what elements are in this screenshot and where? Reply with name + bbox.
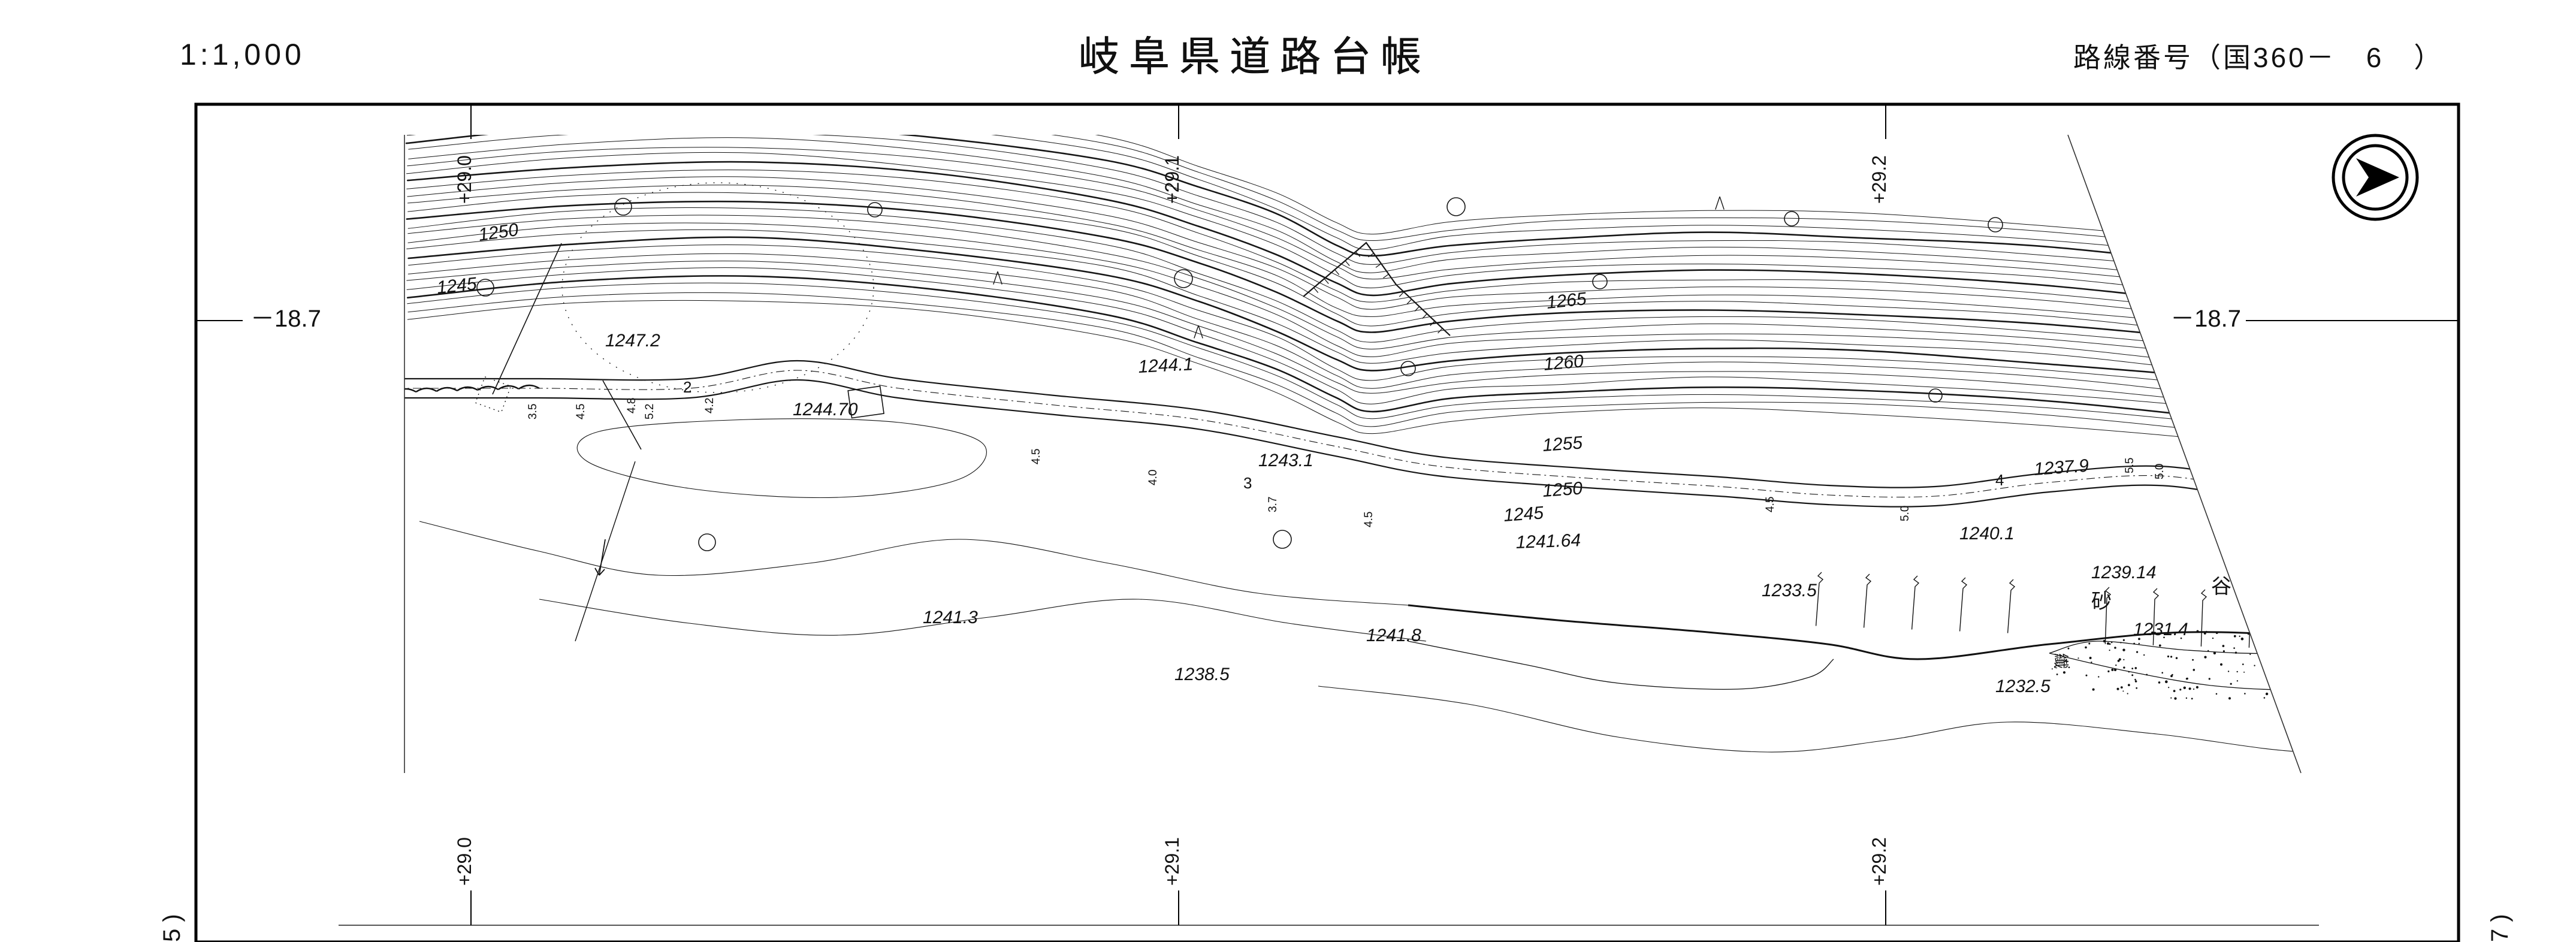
- svg-text:+29.0: +29.0: [454, 155, 475, 204]
- svg-text:1233.5: 1233.5: [1762, 581, 1817, 600]
- svg-text:－18.7: －18.7: [2170, 306, 2241, 332]
- svg-text:谷: 谷: [2211, 575, 2231, 598]
- svg-text:1241.3: 1241.3: [923, 608, 978, 627]
- svg-text:1245: 1245: [1503, 503, 1544, 526]
- svg-text:3.5: 3.5: [527, 404, 539, 419]
- svg-text:4.2: 4.2: [703, 398, 716, 413]
- svg-text:5 ): 5 ): [159, 914, 185, 942]
- svg-text:4.0: 4.0: [1147, 470, 1159, 485]
- svg-text:+29.2: +29.2: [1868, 155, 1890, 204]
- svg-text:+29.1: +29.1: [1161, 837, 1183, 886]
- svg-text:1237.9: 1237.9: [2033, 456, 2089, 479]
- svg-text:1238.5: 1238.5: [1174, 665, 1230, 684]
- svg-text:4: 4: [1995, 471, 2004, 489]
- svg-text:路線番号（国360－ 6 ）: 路線番号（国360－ 6 ）: [2073, 42, 2444, 73]
- svg-text:2: 2: [683, 378, 691, 396]
- svg-text:+29.0: +29.0: [454, 837, 475, 886]
- svg-text:1243.1: 1243.1: [1258, 451, 1313, 470]
- svg-text:7 ): 7 ): [2487, 914, 2513, 942]
- svg-text:1250: 1250: [1542, 478, 1583, 501]
- svg-text:1241.64: 1241.64: [1515, 530, 1581, 552]
- svg-text:4.5: 4.5: [1764, 497, 1777, 512]
- svg-text:1232.5: 1232.5: [1995, 677, 2050, 696]
- svg-text:1:1,000: 1:1,000: [180, 38, 305, 71]
- svg-text:1244.1: 1244.1: [1138, 354, 1194, 377]
- svg-text:3: 3: [1243, 474, 1252, 492]
- svg-text:5.5: 5.5: [2124, 458, 2136, 473]
- svg-text:岐阜県道路台帳: 岐阜県道路台帳: [1079, 34, 1431, 80]
- svg-text:+29.2: +29.2: [1868, 837, 1890, 886]
- svg-text:4.5: 4.5: [1363, 512, 1375, 527]
- svg-text:1247.2: 1247.2: [605, 331, 660, 351]
- svg-text:1240.1: 1240.1: [1959, 524, 2015, 544]
- svg-text:1231.4: 1231.4: [2133, 620, 2188, 639]
- svg-text:砂: 砂: [2091, 590, 2112, 613]
- svg-text:5.0: 5.0: [1899, 506, 1911, 521]
- svg-text:4.5: 4.5: [575, 404, 587, 419]
- svg-text:4.5: 4.5: [1030, 449, 1043, 464]
- svg-text:3.7: 3.7: [1267, 497, 1279, 512]
- svg-text:1255: 1255: [1542, 433, 1583, 455]
- svg-text:4.8: 4.8: [626, 398, 638, 413]
- svg-text:1239.14: 1239.14: [2091, 563, 2156, 582]
- svg-text:5.2: 5.2: [644, 404, 656, 419]
- svg-text:1260: 1260: [1543, 351, 1585, 375]
- svg-text:1244.70: 1244.70: [793, 400, 858, 419]
- svg-text:－18.7: －18.7: [250, 306, 321, 332]
